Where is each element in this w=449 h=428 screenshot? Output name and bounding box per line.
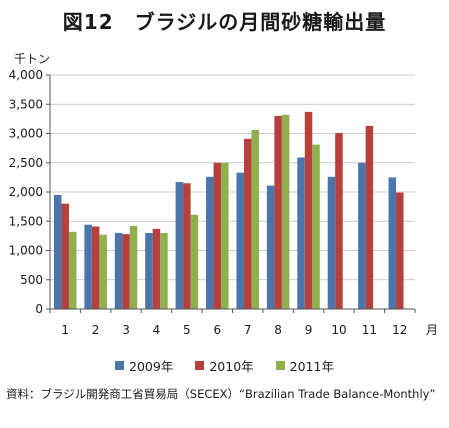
source-text: 資料：ブラジル開発商工省貿易局（SECEX）“Brazilian Trade B… <box>6 387 436 401</box>
y-tick-label: 0 <box>35 302 43 316</box>
bar-2009-month-5 <box>175 182 184 309</box>
chart-title: 図12 ブラジルの月間砂糖輸出量 <box>62 10 387 34</box>
y-tick-label: 500 <box>20 273 43 287</box>
x-tick-label: 9 <box>305 323 313 337</box>
legend-item: 2009年 <box>115 356 173 375</box>
x-tick-label: 11 <box>362 323 377 337</box>
y-tick-label: 2,000 <box>9 185 43 199</box>
bar-2010-month-9 <box>304 111 313 309</box>
bar-2009-month-6 <box>206 176 214 309</box>
y-axis-unit-label: 千トン <box>14 52 51 66</box>
legend-label: 2010年 <box>209 359 254 374</box>
y-tick-label: 3,000 <box>9 127 43 141</box>
x-tick-label: 12 <box>392 323 407 337</box>
x-tick-label: 6 <box>213 323 221 337</box>
x-tick-label: 1 <box>61 323 69 337</box>
legend-swatch <box>195 361 205 370</box>
bar-2009-month-2 <box>84 224 92 309</box>
bar-2011-month-9 <box>312 144 320 309</box>
bar-2010-month-10 <box>335 132 343 309</box>
x-tick-label: 3 <box>122 323 130 337</box>
legend-item: 2010年 <box>195 356 254 375</box>
bar-2010-month-6 <box>213 162 222 309</box>
bar-2011-month-2 <box>99 234 107 309</box>
x-tick-label: 8 <box>274 323 282 337</box>
bars <box>53 111 404 310</box>
bar-2009-month-10 <box>327 176 336 309</box>
y-tick-label: 4,000 <box>9 68 43 82</box>
y-tick-label: 3,500 <box>9 97 43 111</box>
bar-2010-month-8 <box>274 115 282 309</box>
x-tick-label: 5 <box>183 323 191 337</box>
x-tick-label: 4 <box>153 323 161 337</box>
bar-2009-month-4 <box>145 232 153 309</box>
bar-2011-month-7 <box>251 129 259 309</box>
bar-2009-month-11 <box>358 162 366 309</box>
bar-2010-month-4 <box>152 228 161 309</box>
gridlines <box>50 74 415 281</box>
bar-2010-month-3 <box>122 234 130 309</box>
x-tick-label: 2 <box>92 323 100 337</box>
bar-2010-month-12 <box>396 192 404 309</box>
bar-2009-month-1 <box>53 194 62 309</box>
bar-2011-month-3 <box>129 225 138 309</box>
axes <box>46 74 416 313</box>
bar-2011-month-6 <box>221 162 229 309</box>
tick-labels: 0 500 1,000 1,500 2,000 2,500 3,000 3,500 4,000 1… <box>9 68 408 337</box>
bar-2011-month-8 <box>281 114 290 309</box>
bar-2009-month-12 <box>388 177 397 309</box>
y-tick-label: 1,000 <box>9 244 43 258</box>
bar-2010-month-11 <box>365 125 374 310</box>
bar-2010-month-7 <box>243 138 252 309</box>
legend-swatch <box>275 361 285 370</box>
bar-2010-month-2 <box>91 226 100 309</box>
x-tick-label: 10 <box>331 323 346 337</box>
legend-label: 2009年 <box>129 359 174 374</box>
source-note: 資料：ブラジル開発商工省貿易局（SECEX）“Brazilian Trade B… <box>6 386 444 402</box>
legend-label: 2011年 <box>289 359 334 374</box>
bar-2011-month-4 <box>160 232 168 309</box>
bar-2011-month-5 <box>190 214 199 309</box>
legend-swatch <box>115 361 125 370</box>
x-axis-unit-label: 月 <box>426 323 438 337</box>
bar-2010-month-1 <box>61 203 69 309</box>
bar-2009-month-8 <box>266 185 275 309</box>
bar-2009-month-3 <box>114 232 123 309</box>
chart-legend: 2009年 2010年 2011年 <box>0 356 449 375</box>
y-tick-label: 1,500 <box>9 214 43 228</box>
bar-2009-month-9 <box>297 157 305 309</box>
bar-2011-month-1 <box>68 231 77 309</box>
bar-chart: 0 500 1,000 1,500 2,000 2,500 3,000 3,500 4,000 1… <box>9 68 438 337</box>
y-tick-label: 2,500 <box>9 156 43 170</box>
x-tick-label: 7 <box>244 323 252 337</box>
bar-2010-month-5 <box>183 183 191 309</box>
legend-item: 2011年 <box>275 356 334 375</box>
bar-2009-month-7 <box>236 172 244 309</box>
